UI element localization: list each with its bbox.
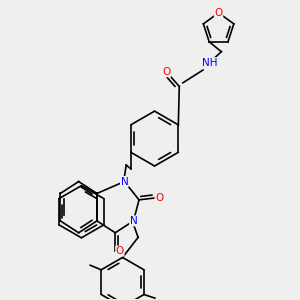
Text: O: O — [162, 67, 171, 77]
Text: O: O — [214, 8, 223, 18]
Text: NH: NH — [202, 58, 217, 68]
Text: O: O — [116, 246, 124, 256]
Text: N: N — [130, 216, 137, 226]
Text: O: O — [155, 193, 163, 203]
Text: N: N — [121, 177, 128, 187]
